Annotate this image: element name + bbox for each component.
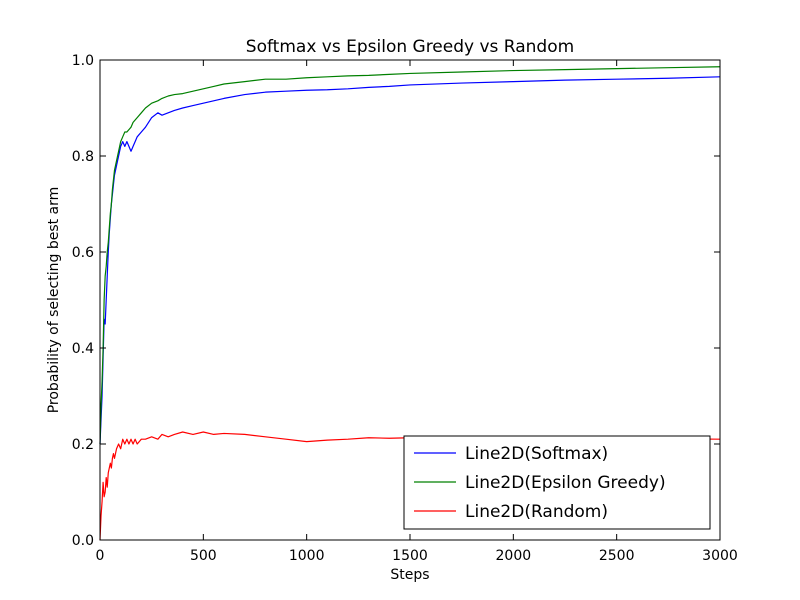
legend-label-1: Line2D(Epsilon Greedy): [465, 473, 666, 493]
y-tick-label: 1.0: [72, 53, 94, 69]
legend-entries: Line2D(Softmax) Line2D(Epsilon Greedy) Lin…: [414, 444, 666, 522]
series-layer: [99, 66, 721, 541]
x-tick-label: 0: [96, 548, 105, 564]
x-tick-label: 500: [190, 548, 217, 564]
legend-label-0: Line2D(Softmax): [465, 444, 608, 464]
x-tick-label: 1500: [392, 548, 428, 564]
x-tick-label: 2500: [599, 548, 635, 564]
plot-area: 0 500 1000 1500 2000 2500 3000 0.0 0.2 0.4 0.6 0.8 1…: [72, 53, 738, 564]
x-axis-title: Steps: [390, 567, 429, 583]
y-tick-label: 0.0: [72, 533, 94, 549]
legend-label-2: Line2D(Random): [465, 502, 608, 522]
series-line-2: [99, 431, 721, 541]
y-tick-label: 0.2: [72, 437, 94, 453]
x-tick-label: 1000: [289, 548, 325, 564]
chart-title: Softmax vs Epsilon Greedy vs Random: [246, 37, 574, 57]
y-tick-label: 0.4: [72, 341, 94, 357]
legend: Line2D(Softmax) Line2D(Epsilon Greedy) Lin…: [403, 435, 711, 530]
x-tick-label: 3000: [702, 548, 738, 564]
ticks-layer: 0 500 1000 1500 2000 2500 3000 0.0 0.2 0.4 0.6 0.8 1…: [72, 53, 738, 564]
y-axis-title: Probability of selecting best arm: [46, 187, 62, 414]
y-tick-label: 0.8: [72, 149, 94, 165]
y-tick-label: 0.6: [72, 245, 94, 261]
x-tick-label: 2000: [496, 548, 532, 564]
series-line-1: [99, 66, 721, 445]
